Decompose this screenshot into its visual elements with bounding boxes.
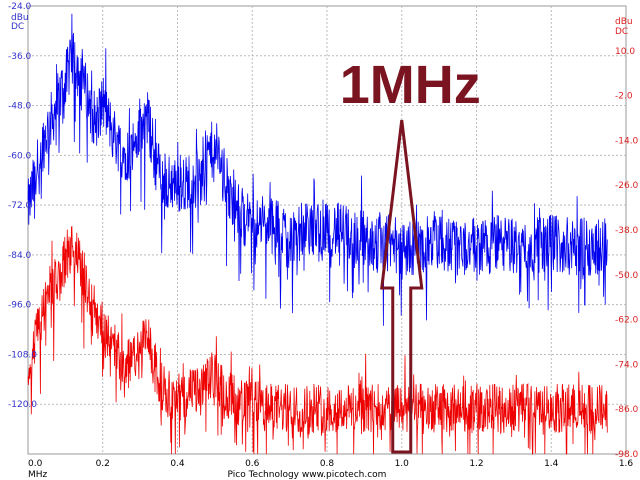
right-tick-label: -38.0: [615, 226, 639, 236]
left-axis-unit: dBu: [11, 13, 29, 23]
annotation: 1MHz: [340, 55, 481, 454]
right-tick-label: -98.0: [615, 450, 639, 460]
left-tick-label: -60.0: [8, 151, 32, 161]
x-tick-label: 1.0: [395, 459, 410, 469]
left-axis: dBu DC -24.0 -36.0 -48.0 -60.0 -72.0 -84.0 -96…: [8, 2, 37, 410]
right-tick-label: -74.0: [615, 360, 639, 370]
right-axis: dBu DC 10.0 -2.0 -14.0 -26.0 -38.0 -50.0 -62.0…: [615, 17, 639, 460]
x-tick-label: 0.0: [28, 459, 43, 469]
right-axis-unit: dBu: [615, 17, 633, 27]
series-line-red: [27, 226, 608, 455]
right-tick-label: -2.0: [615, 92, 633, 102]
footer-credit: Pico Technology www.picotech.com: [228, 470, 387, 480]
series-line-blue: [27, 13, 608, 326]
right-tick-label: -62.0: [615, 316, 639, 326]
right-tick-label: 10.0: [615, 47, 635, 57]
left-tick-label: -72.0: [8, 201, 32, 211]
right-tick-label: -50.0: [615, 271, 639, 281]
right-tick-label: -14.0: [615, 136, 639, 146]
right-axis-coupling: DC: [615, 27, 628, 37]
x-tick-label: 1.2: [469, 459, 483, 469]
right-tick-label: -26.0: [615, 181, 639, 191]
x-tick-label: 0.2: [96, 459, 110, 469]
right-tick-label: -86.0: [615, 405, 639, 415]
left-tick-label: -84.0: [8, 251, 32, 261]
left-tick-label: -108.0: [8, 350, 37, 360]
left-tick-label: -96.0: [8, 301, 32, 311]
left-tick-label: -120.0: [8, 400, 37, 410]
x-tick-label: 0.8: [320, 459, 335, 469]
series-group: [27, 13, 608, 455]
left-tick-label: -36.0: [8, 52, 32, 62]
annotation-label: 1MHz: [340, 55, 481, 115]
left-tick-label: -24.0: [8, 2, 32, 12]
x-tick-label: 0.4: [170, 459, 185, 469]
x-tick-label: 1.6: [619, 459, 634, 469]
x-tick-label: 1.4: [544, 459, 559, 469]
left-axis-coupling: DC: [11, 22, 24, 32]
x-axis: MHz Pico Technology www.picotech.com 0.0…: [28, 459, 633, 480]
x-tick-label: 0.6: [245, 459, 260, 469]
x-axis-unit: MHz: [28, 470, 48, 480]
left-tick-label: -48.0: [8, 102, 32, 112]
arrow-up-icon: [380, 119, 424, 454]
